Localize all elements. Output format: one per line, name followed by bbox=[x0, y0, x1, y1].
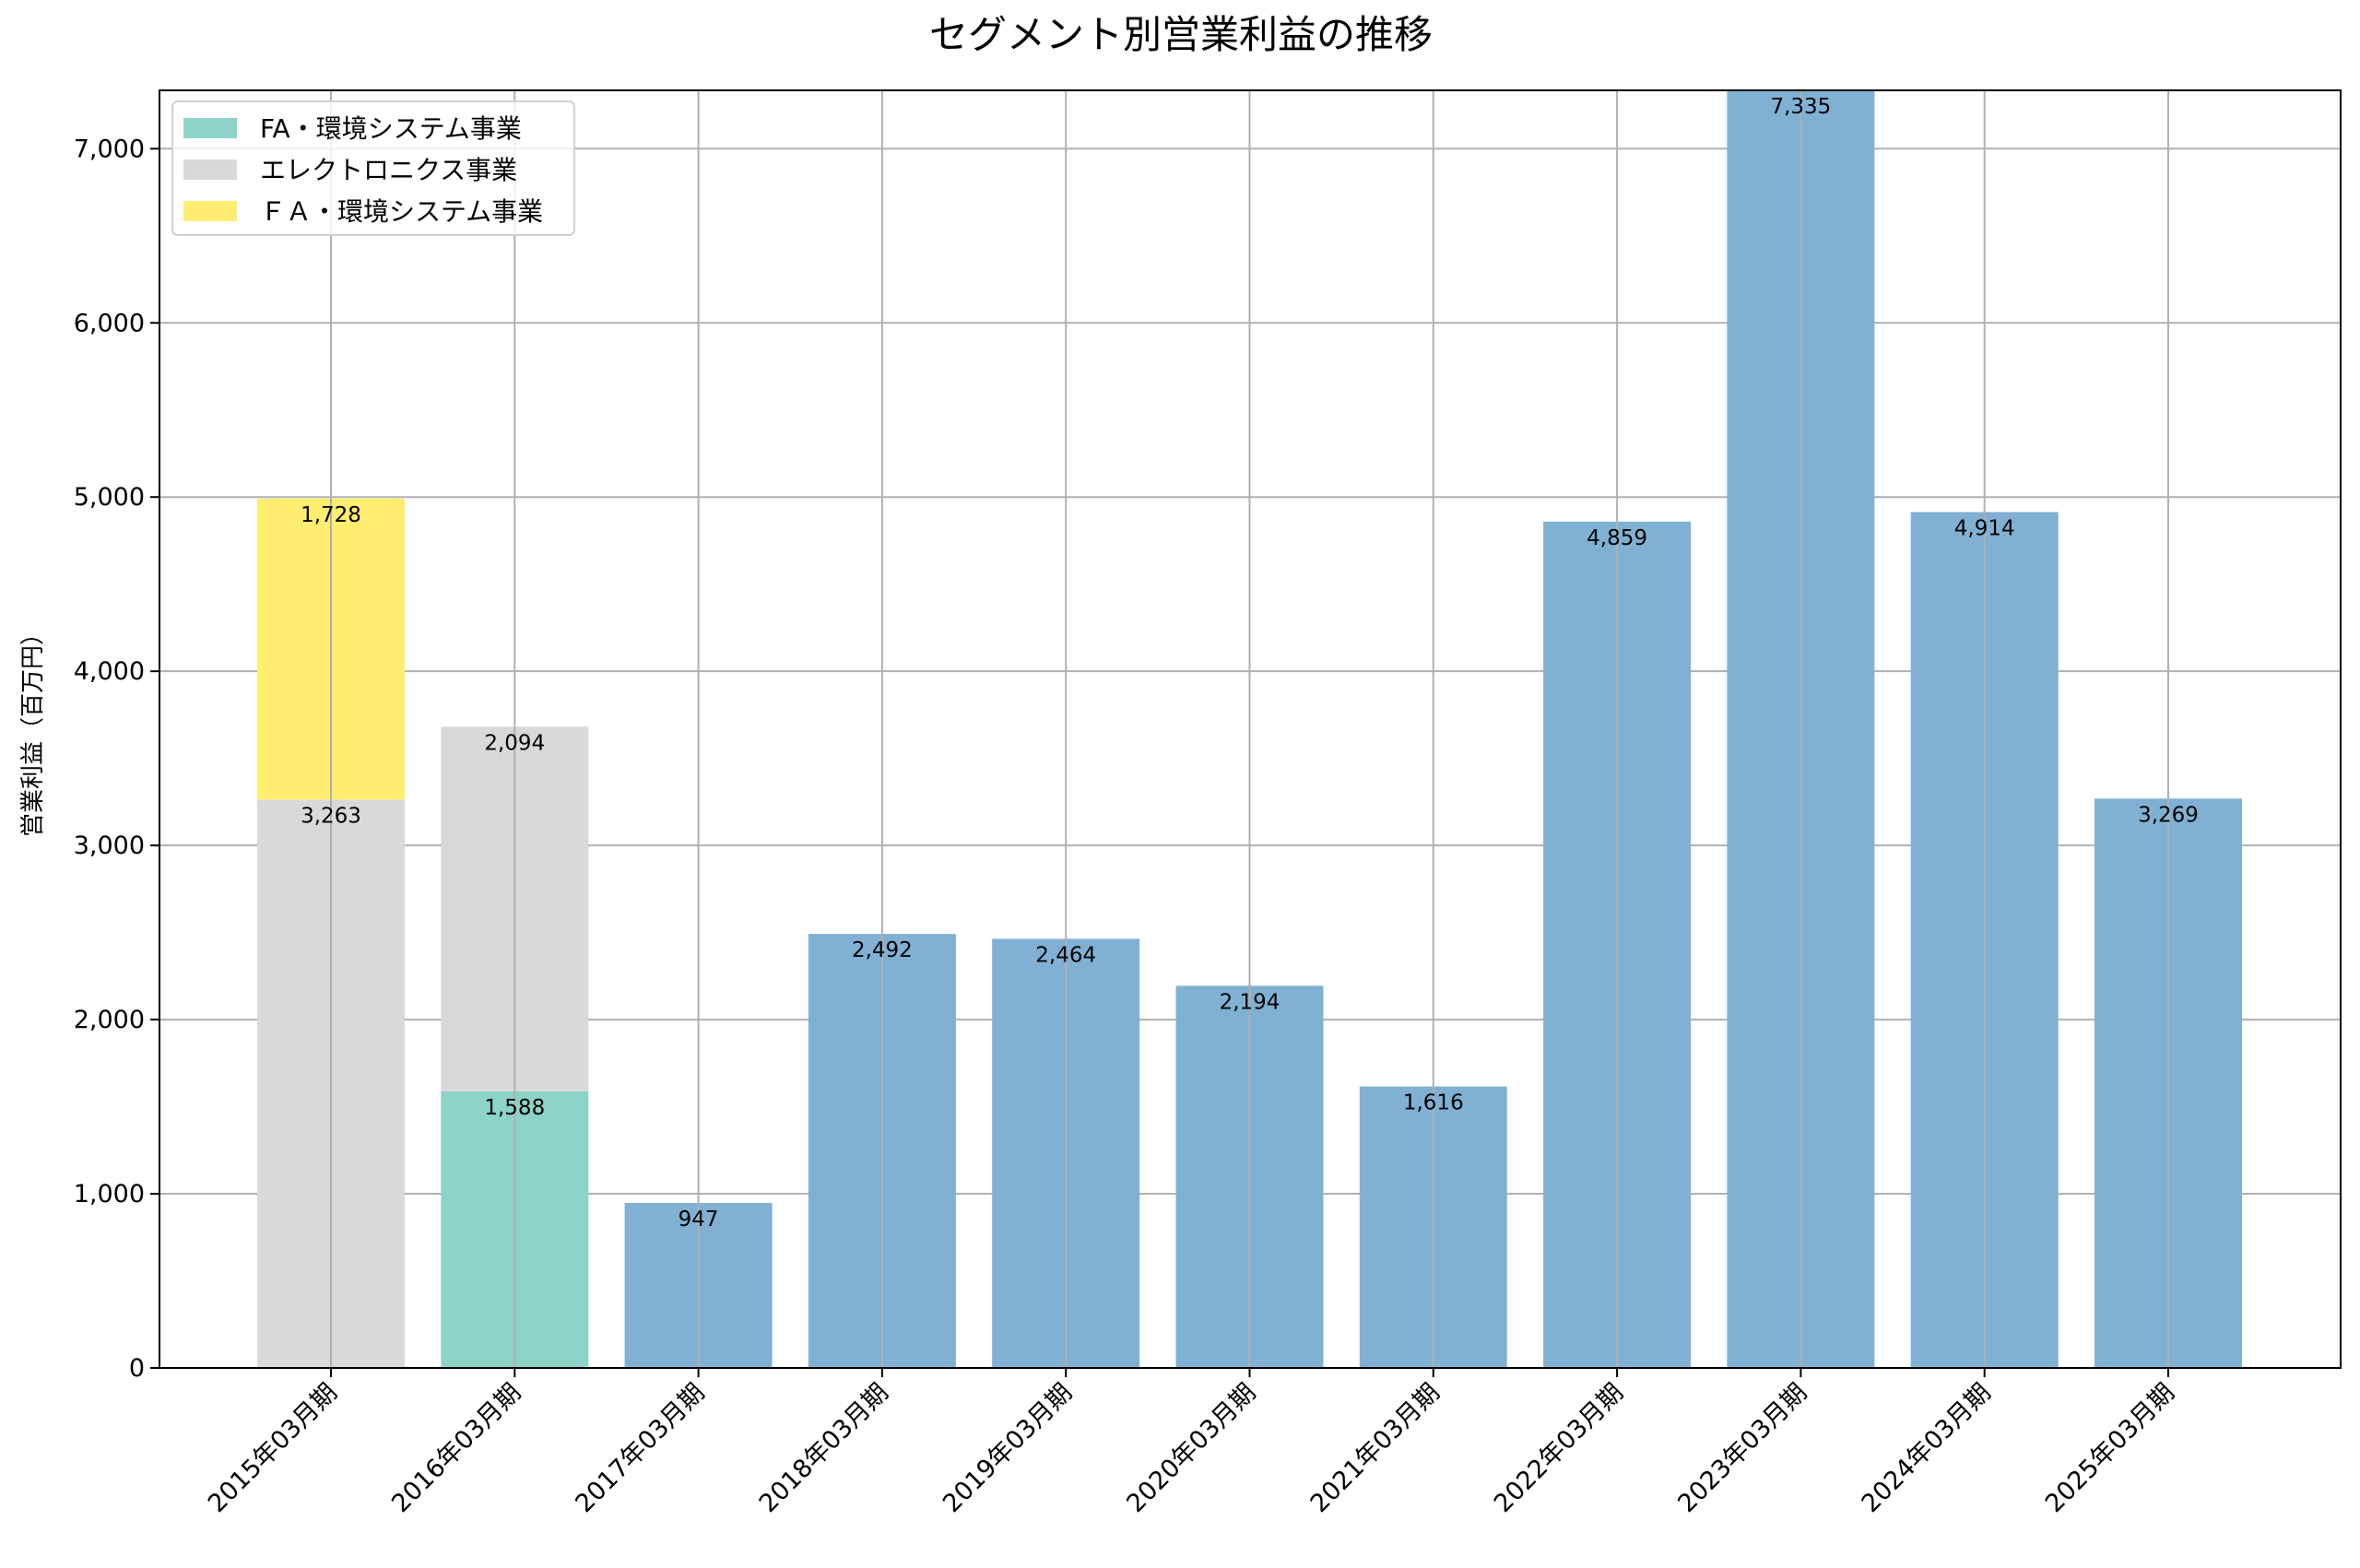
legend-swatch bbox=[183, 159, 237, 180]
bar-value-label: 2,194 bbox=[1220, 990, 1280, 1014]
x-tick-label: 2018年03月期 bbox=[754, 1378, 894, 1518]
y-tick-label: 4,000 bbox=[74, 657, 145, 686]
x-tick-label: 2022年03月期 bbox=[1489, 1378, 1629, 1518]
legend-label: エレクトロニクス事業 bbox=[260, 155, 517, 185]
bar-value-label: 2,094 bbox=[484, 731, 545, 755]
x-tick-label: 2024年03月期 bbox=[1857, 1378, 1997, 1518]
bar-value-label: 1,588 bbox=[484, 1096, 545, 1120]
x-tick-label: 2019年03月期 bbox=[938, 1378, 1078, 1518]
x-tick-label: 2020年03月期 bbox=[1121, 1378, 1261, 1518]
bar-value-label: 2,464 bbox=[1035, 943, 1096, 967]
legend-box bbox=[171, 100, 575, 236]
bar-value-label: 4,859 bbox=[1587, 526, 1647, 550]
y-tick-label: 7,000 bbox=[74, 135, 145, 163]
bar-value-label: 4,914 bbox=[1954, 516, 2015, 540]
bar-value-label: 3,263 bbox=[301, 804, 361, 828]
legend-swatch bbox=[183, 201, 237, 221]
y-tick-label: 1,000 bbox=[74, 1180, 145, 1208]
y-tick-label: 3,000 bbox=[74, 831, 145, 860]
y-tick-label: 6,000 bbox=[74, 309, 145, 337]
y-tick-label: 0 bbox=[129, 1354, 145, 1383]
x-tick-label: 2025年03月期 bbox=[2040, 1378, 2180, 1518]
y-tick-label: 5,000 bbox=[74, 483, 145, 512]
y-tick-label: 2,000 bbox=[74, 1006, 145, 1034]
y-axis-label: 営業利益（百万円） bbox=[19, 621, 47, 837]
bar-value-label: 7,335 bbox=[1770, 95, 1831, 119]
bar-value-label: 947 bbox=[678, 1208, 719, 1232]
x-tick-label: 2015年03月期 bbox=[203, 1378, 343, 1518]
legend-label: FA・環境システム事業 bbox=[260, 113, 522, 144]
bar-value-label: 1,616 bbox=[1403, 1091, 1464, 1115]
bar-value-label: 3,269 bbox=[2138, 803, 2199, 827]
bar-value-label: 2,492 bbox=[852, 938, 913, 962]
x-tick-label: 2017年03月期 bbox=[570, 1378, 710, 1518]
axes-frame bbox=[159, 89, 2342, 1369]
legend-label: ＦＡ・環境システム事業 bbox=[260, 196, 543, 227]
x-tick-label: 2021年03月期 bbox=[1305, 1378, 1446, 1518]
x-tick-label: 2023年03月期 bbox=[1672, 1378, 1812, 1518]
bar-value-label: 1,728 bbox=[301, 503, 361, 527]
chart-title: セグメント別営業利益の推移 bbox=[929, 12, 1433, 57]
x-tick-label: 2016年03月期 bbox=[386, 1378, 526, 1518]
legend-swatch bbox=[183, 118, 237, 138]
